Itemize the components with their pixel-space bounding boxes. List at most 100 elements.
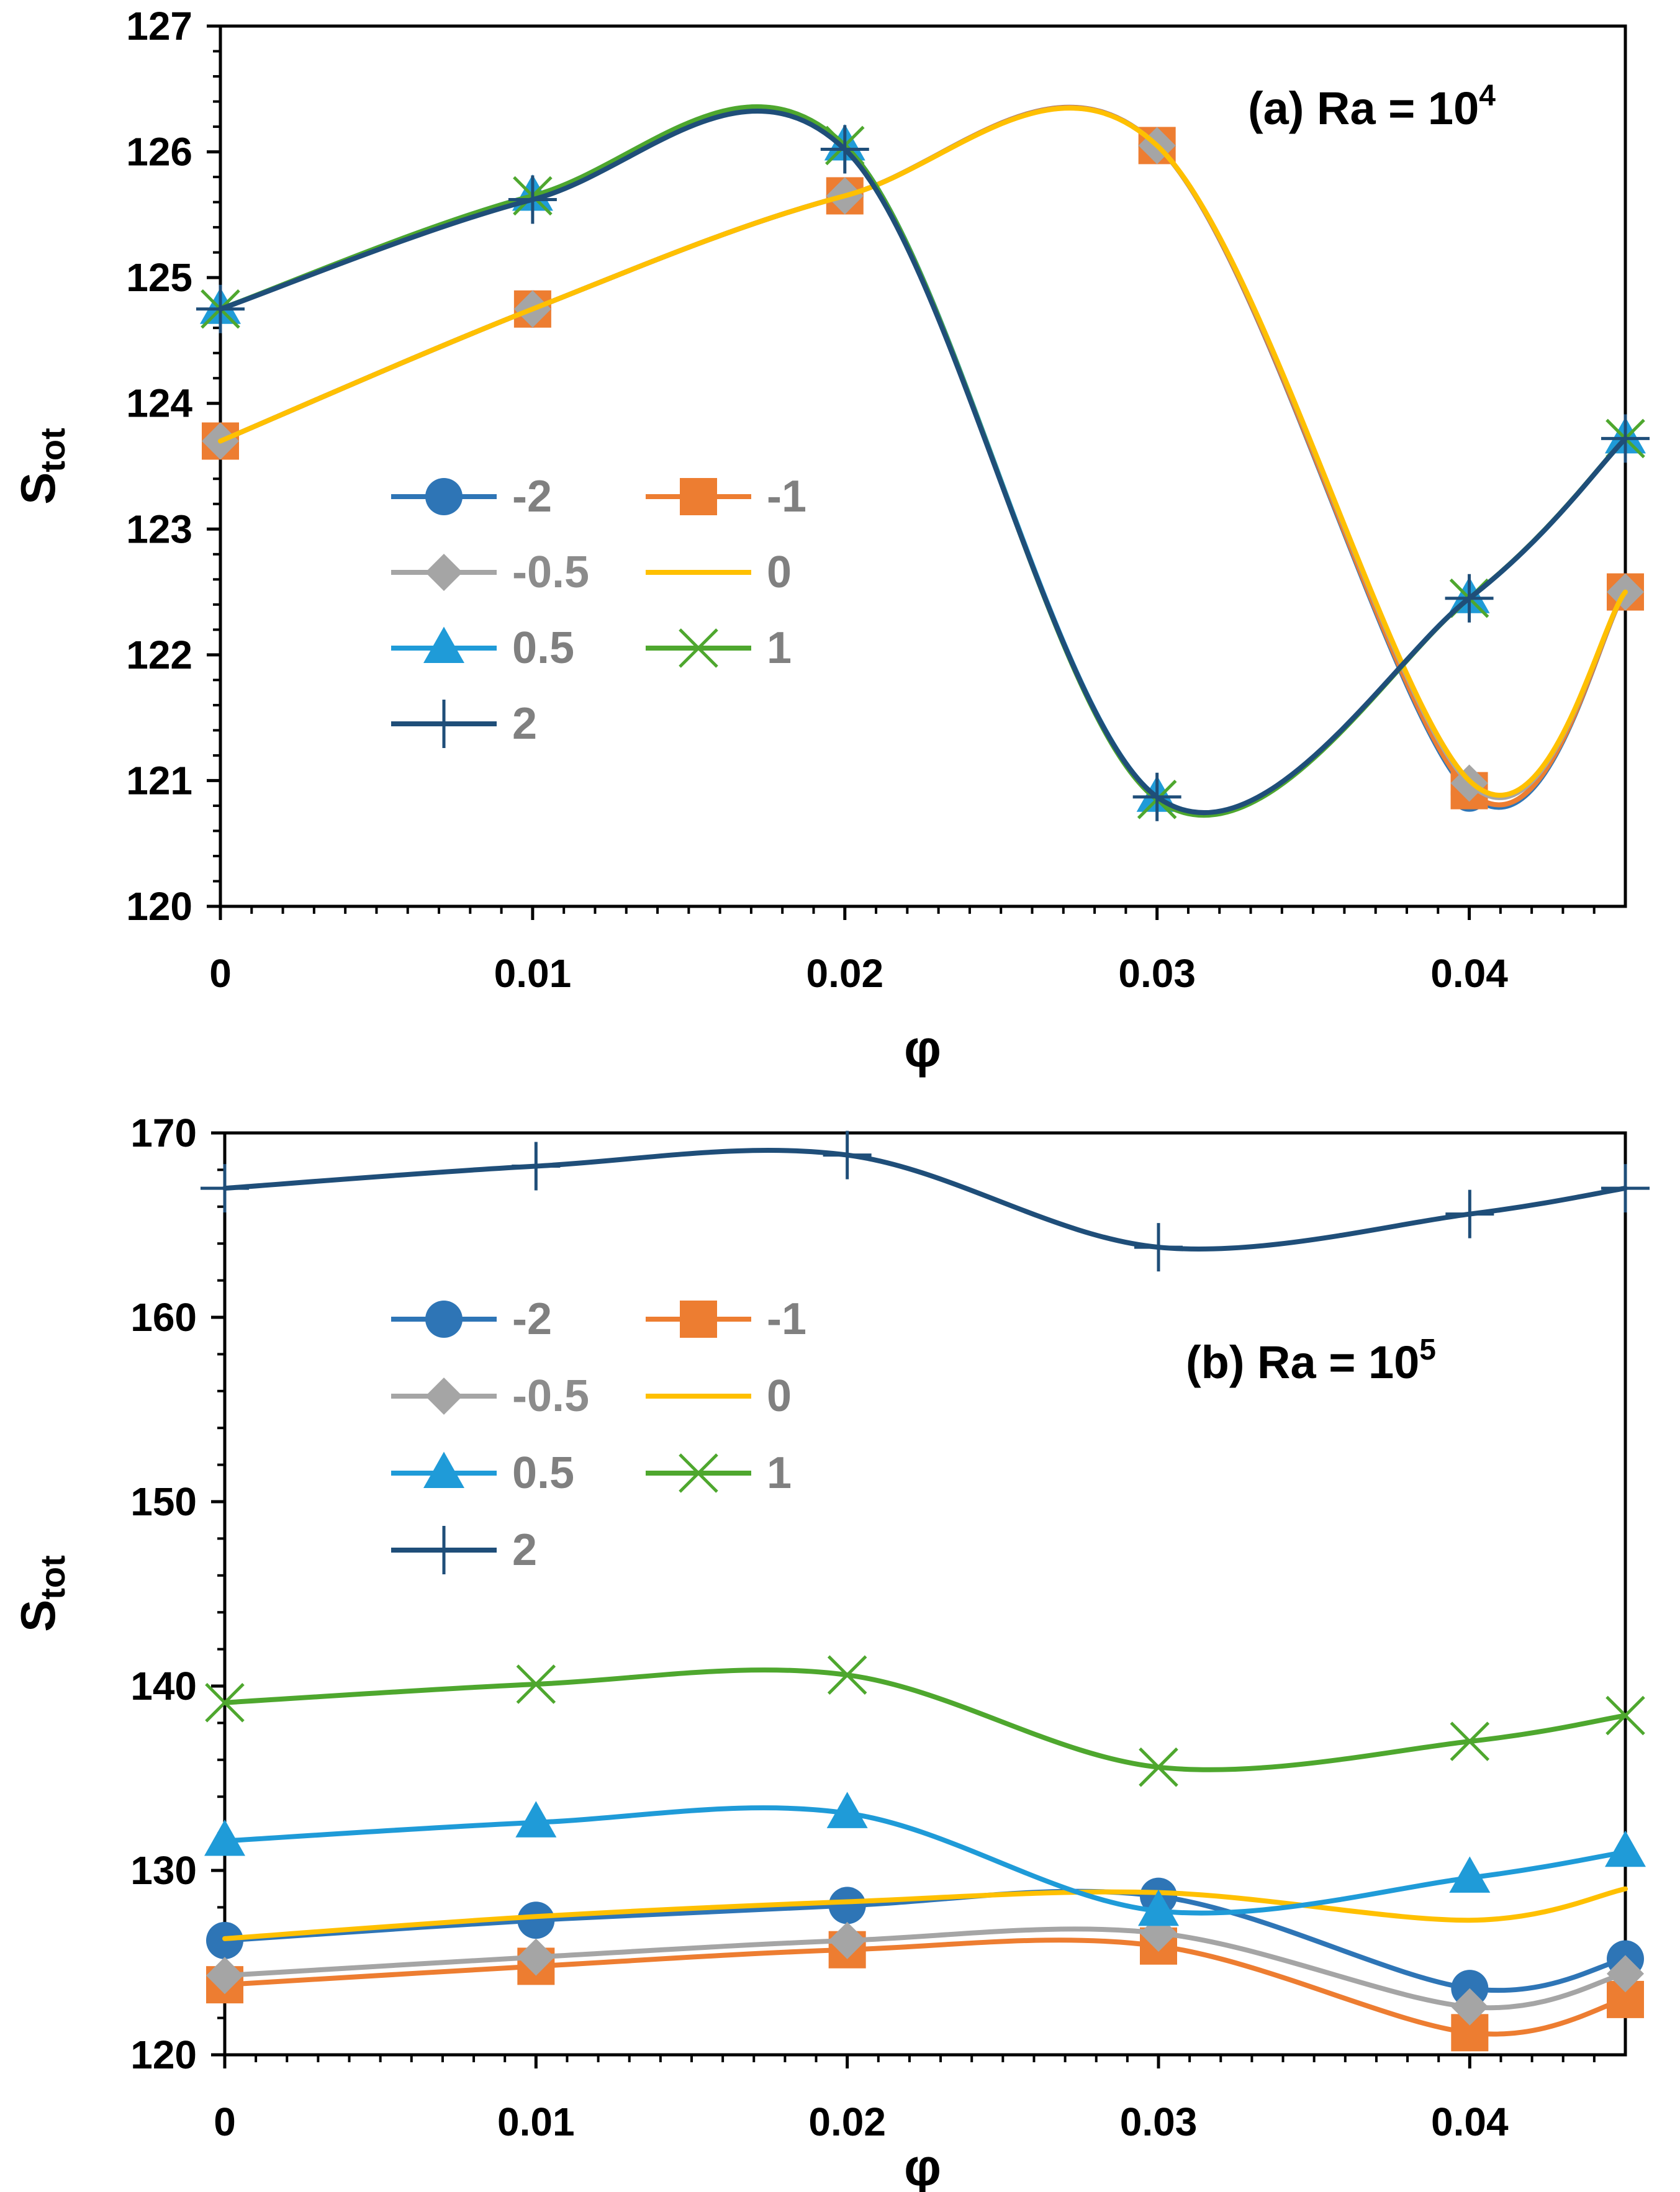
data-point-2 (1134, 1223, 1183, 1272)
legend-item-0: 0 (646, 1371, 792, 1421)
legend-marker--1 (680, 1301, 717, 1338)
y-tick-label: 122 (126, 633, 192, 677)
data-point--0.5 (828, 1921, 866, 1959)
x-tick-label: 0.04 (1431, 2100, 1509, 2144)
legend-marker-0.5 (423, 1451, 464, 1488)
data-point-1 (827, 1655, 867, 1695)
legend-item--1: -1 (646, 472, 806, 521)
legend-label: -1 (767, 472, 806, 521)
panel-title: (a) Ra = 104 (1248, 79, 1496, 134)
data-point--0.5 (1607, 1955, 1644, 1993)
series-line-0 (222, 1886, 1628, 1941)
legend-item-2: 2 (391, 699, 537, 749)
legend-item-0.5: 0.5 (391, 623, 574, 673)
data-point-0.5 (826, 1792, 868, 1828)
legend-label: -2 (512, 1294, 552, 1344)
legend-label: 0 (767, 1371, 792, 1421)
data-point-2 (1132, 772, 1181, 821)
panel-title-superscript: 4 (1479, 79, 1496, 112)
data-point-2 (201, 1164, 249, 1213)
series-group (201, 1130, 1650, 2052)
data-point-0.5 (1605, 1830, 1646, 1867)
legend-label: 0 (767, 548, 792, 597)
x-tick-label: 0.01 (497, 2100, 575, 2144)
data-point-2 (512, 1142, 561, 1191)
panel-title-main: (a) Ra = 10 (1248, 83, 1479, 134)
y-axis-label-main: S (11, 1600, 65, 1632)
legend-item-0: 0 (646, 548, 792, 597)
data-point-2 (1445, 1189, 1494, 1238)
y-tick-label: 121 (126, 758, 192, 803)
legend-label: 0.5 (512, 1448, 574, 1498)
data-point-1 (1450, 1721, 1490, 1761)
data-point-2 (823, 1130, 872, 1179)
legend-label: -0.5 (512, 548, 589, 597)
legend-item-1: 1 (646, 623, 792, 673)
data-point-2 (1601, 414, 1650, 463)
series-group (196, 104, 1650, 821)
data-point-1 (516, 1664, 556, 1704)
x-tick-label: 0.03 (1120, 2100, 1198, 2144)
panel-title: (b) Ra = 105 (1186, 1333, 1436, 1388)
data-point-2 (196, 284, 245, 333)
data-point--0.5 (517, 1938, 555, 1976)
panel-title-main: (b) Ra = 10 (1186, 1337, 1419, 1388)
legend-marker-0.5 (423, 626, 464, 663)
legend-label: 0.5 (512, 623, 574, 673)
legend-item--2: -2 (391, 472, 552, 521)
data-point-1 (1139, 1747, 1178, 1787)
x-tick-label: 0 (214, 2100, 236, 2144)
y-tick-label: 124 (126, 381, 192, 426)
x-tick-label: 0.03 (1118, 951, 1196, 996)
legend-item-0.5: 0.5 (391, 1448, 574, 1498)
x-tick-label: 0.01 (494, 951, 572, 996)
data-point--0.5 (206, 1957, 243, 1995)
panel-title-superscript: 5 (1419, 1333, 1436, 1366)
legend-marker-2 (420, 700, 468, 748)
plot-frame (219, 24, 1627, 908)
legend-marker--1 (680, 478, 717, 515)
legend-item--1: -1 (646, 1294, 806, 1344)
legend-marker--2 (425, 478, 463, 515)
legend-marker--2 (425, 1301, 463, 1338)
legend-label: -1 (767, 1294, 806, 1344)
y-tick-label: 123 (126, 507, 192, 551)
data-point-0.5 (1138, 1889, 1179, 1926)
legend-marker-1 (679, 1453, 718, 1493)
y-tick-label: 130 (130, 1848, 197, 1893)
x-axis-label: φ (904, 2138, 941, 2192)
y-tick-label: 120 (126, 884, 192, 929)
legend-item--0.5: -0.5 (391, 1371, 589, 1421)
legend-item--0.5: -0.5 (391, 548, 589, 597)
y-axis-label-subscript: tot (33, 1555, 72, 1600)
y-axis-label: Stot (11, 428, 72, 505)
legend-label: 2 (512, 1525, 537, 1575)
data-point--2 (517, 1901, 555, 1939)
y-tick-label: 126 (126, 130, 192, 174)
legend-marker--0.5 (425, 554, 463, 591)
legend-label: 1 (767, 623, 792, 673)
data-point-2 (820, 125, 869, 174)
y-tick-label: 140 (130, 1664, 197, 1708)
y-tick-label: 120 (130, 2032, 197, 2077)
data-point-2 (508, 175, 557, 224)
legend-label: 1 (767, 1448, 792, 1498)
y-tick-label: 150 (130, 1479, 197, 1524)
plot-frame (223, 1131, 1627, 2057)
series-line-1 (222, 1667, 1628, 1772)
legend-label: -2 (512, 472, 552, 521)
legend-marker-2 (420, 1526, 468, 1574)
x-tick-label: 0.02 (808, 2100, 886, 2144)
y-tick-label: 160 (130, 1295, 197, 1340)
data-point-1 (1605, 1695, 1645, 1736)
data-point-0.5 (1449, 1856, 1491, 1893)
series-line-0 (218, 106, 1628, 798)
legend-item--2: -2 (391, 1294, 552, 1344)
y-axis-label: Stot (11, 1555, 72, 1632)
x-axis-label: φ (904, 1019, 941, 1078)
legend-item-2: 2 (391, 1525, 537, 1575)
